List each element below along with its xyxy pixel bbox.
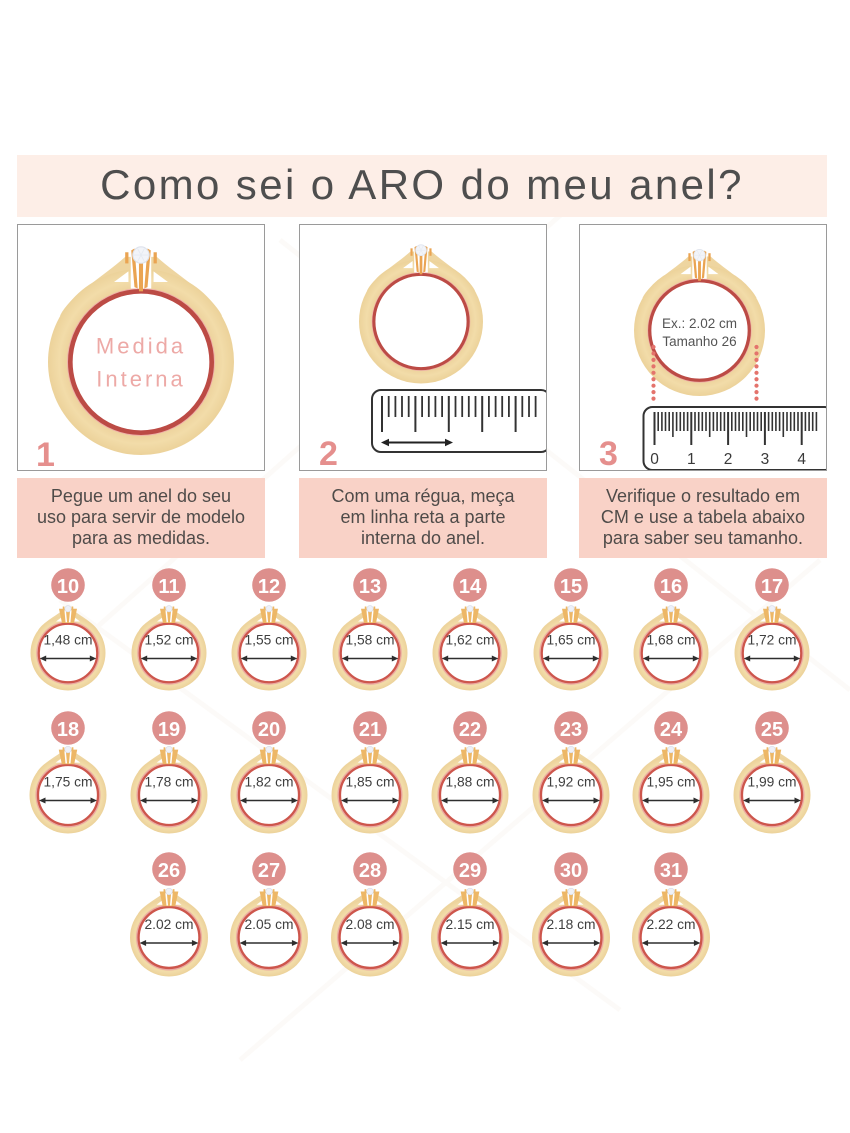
svg-text:19: 19	[157, 719, 179, 741]
svg-text:23: 23	[559, 719, 581, 741]
svg-text:26: 26	[157, 860, 179, 882]
svg-text:30: 30	[559, 860, 581, 882]
svg-text:1,75 cm: 1,75 cm	[43, 775, 92, 790]
svg-text:1,72 cm: 1,72 cm	[747, 633, 796, 648]
svg-text:1,52 cm: 1,52 cm	[144, 633, 193, 648]
svg-text:18: 18	[57, 719, 79, 741]
svg-text:3: 3	[761, 451, 770, 468]
svg-text:1,95 cm: 1,95 cm	[646, 775, 695, 790]
svg-text:14: 14	[459, 576, 482, 598]
svg-text:2.15 cm: 2.15 cm	[445, 917, 494, 932]
svg-text:1,58 cm: 1,58 cm	[345, 633, 394, 648]
svg-text:4: 4	[797, 451, 806, 468]
svg-text:Tamanho 26: Tamanho 26	[662, 334, 736, 349]
svg-text:2.22 cm: 2.22 cm	[646, 917, 695, 932]
svg-text:17: 17	[760, 576, 782, 598]
svg-text:1,88 cm: 1,88 cm	[445, 775, 494, 790]
svg-text:1,48 cm: 1,48 cm	[43, 633, 92, 648]
svg-text:1: 1	[687, 451, 696, 468]
svg-text:Interna: Interna	[96, 367, 186, 392]
svg-text:1,82 cm: 1,82 cm	[244, 775, 293, 790]
svg-text:13: 13	[358, 576, 380, 598]
svg-text:1,68 cm: 1,68 cm	[646, 633, 695, 648]
svg-text:2.18 cm: 2.18 cm	[546, 917, 595, 932]
svg-text:2.08 cm: 2.08 cm	[345, 917, 394, 932]
svg-text:1,99 cm: 1,99 cm	[747, 775, 796, 790]
svg-text:2.02 cm: 2.02 cm	[144, 917, 193, 932]
svg-text:20: 20	[258, 719, 280, 741]
svg-text:Medida: Medida	[96, 334, 186, 359]
svg-text:29: 29	[459, 860, 481, 882]
svg-text:31: 31	[660, 860, 682, 882]
svg-text:28: 28	[358, 860, 380, 882]
svg-text:10: 10	[57, 576, 79, 598]
svg-text:27: 27	[258, 860, 280, 882]
svg-text:1: 1	[36, 436, 55, 470]
svg-text:2: 2	[724, 451, 733, 468]
svg-text:1,78 cm: 1,78 cm	[144, 775, 193, 790]
svg-text:2: 2	[319, 435, 338, 470]
svg-text:2.05 cm: 2.05 cm	[244, 917, 293, 932]
svg-text:1,92 cm: 1,92 cm	[546, 775, 595, 790]
svg-text:11: 11	[158, 576, 179, 598]
svg-text:24: 24	[660, 719, 683, 741]
svg-text:1,85 cm: 1,85 cm	[345, 775, 394, 790]
svg-text:3: 3	[599, 435, 618, 470]
svg-text:12: 12	[258, 576, 280, 598]
svg-text:Ex.: 2.02 cm: Ex.: 2.02 cm	[662, 316, 737, 331]
svg-text:25: 25	[760, 719, 782, 741]
svg-text:1,55 cm: 1,55 cm	[244, 633, 293, 648]
svg-text:21: 21	[358, 719, 380, 741]
svg-text:0: 0	[650, 451, 659, 468]
svg-text:15: 15	[559, 576, 581, 598]
svg-text:1,62 cm: 1,62 cm	[445, 633, 494, 648]
svg-text:22: 22	[459, 719, 481, 741]
svg-text:1,65 cm: 1,65 cm	[546, 633, 595, 648]
svg-text:16: 16	[660, 576, 682, 598]
